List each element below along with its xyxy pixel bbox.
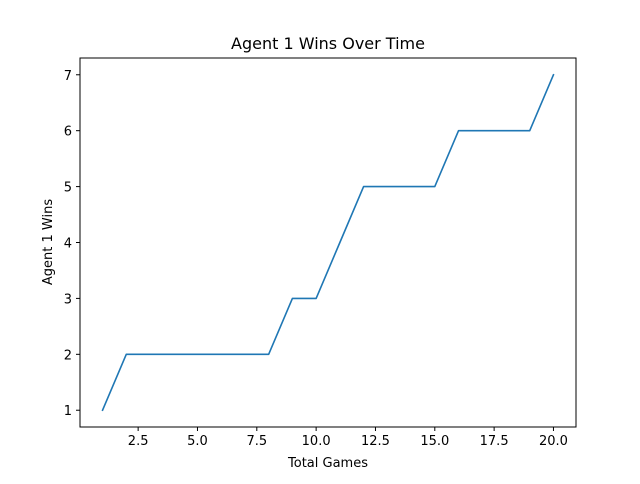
y-tick-label: 4	[64, 237, 72, 252]
y-axis: 1 2 3 4 5 6 7	[64, 69, 80, 419]
x-tick-label: 20.0	[539, 434, 568, 449]
x-tick-label: 2.5	[128, 434, 149, 449]
y-axis-label: Agent 1 Wins	[41, 199, 56, 285]
x-tick-label: 17.5	[480, 434, 509, 449]
y-tick-label: 1	[64, 404, 72, 419]
x-axis-label: Total Games	[287, 456, 368, 471]
y-tick-label: 7	[64, 69, 72, 84]
plot-frame	[79, 57, 577, 428]
x-tick-label: 7.5	[246, 434, 267, 449]
y-tick-label: 5	[64, 181, 72, 196]
x-axis: 2.5 5.0 7.5 10.0 12.5 15.0 17.5 20.0	[128, 427, 568, 449]
x-tick-label: 12.5	[361, 434, 390, 449]
x-tick-label: 5.0	[187, 434, 208, 449]
y-tick-label: 3	[64, 292, 72, 307]
y-tick-label: 6	[64, 125, 72, 140]
series-line-1	[101, 73, 555, 412]
x-tick-label: 10.0	[302, 434, 331, 449]
series-layer	[101, 73, 555, 412]
y-tick-label: 2	[64, 348, 72, 363]
x-tick-label: 15.0	[420, 434, 449, 449]
chart-title: Agent 1 Wins Over Time	[231, 34, 425, 53]
